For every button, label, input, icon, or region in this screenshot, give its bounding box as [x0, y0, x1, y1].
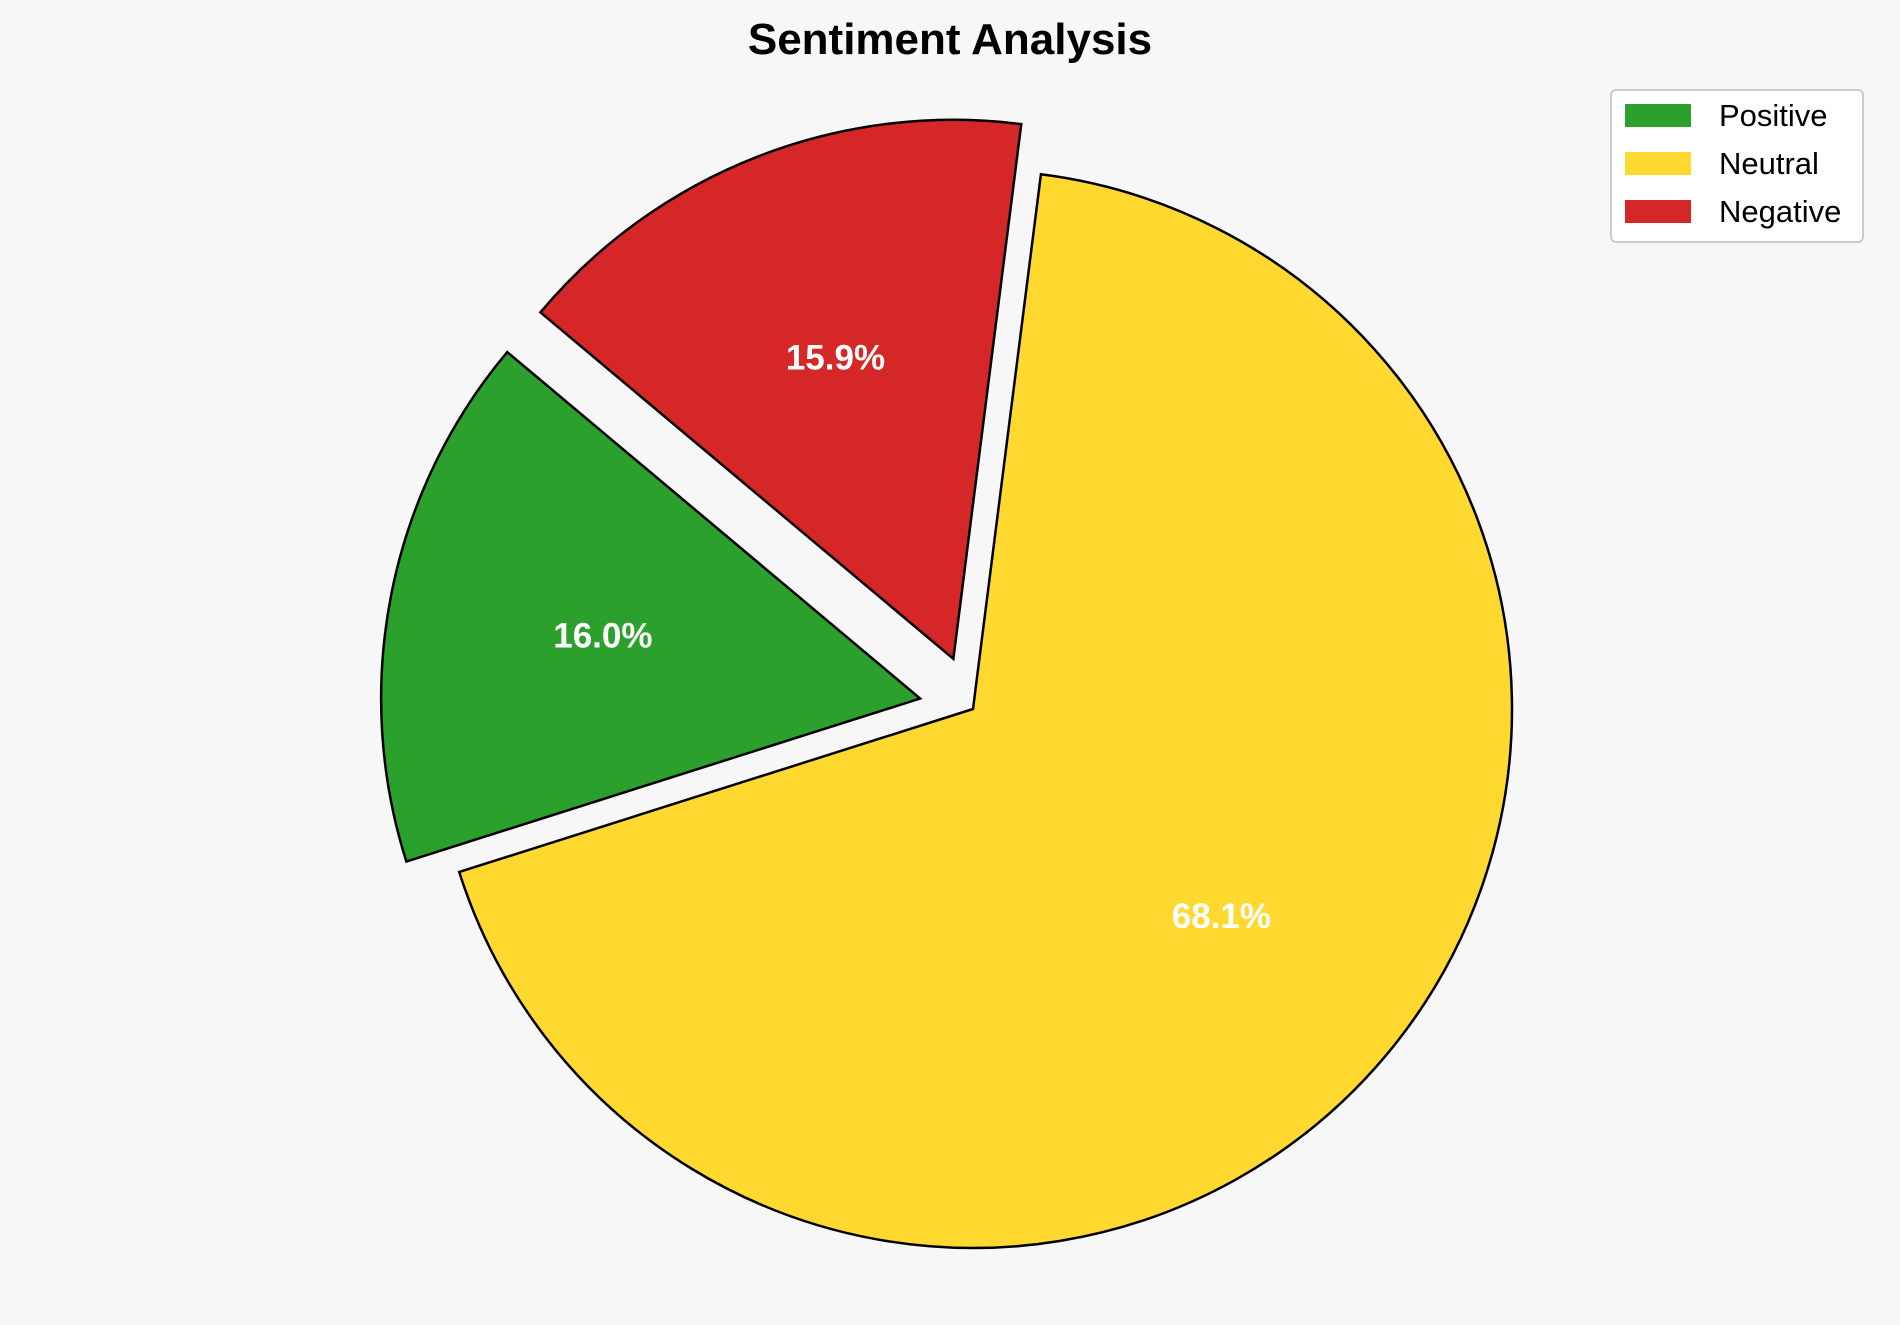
legend-swatch-neutral	[1625, 152, 1691, 175]
legend-label-neutral: Neutral	[1719, 146, 1819, 181]
slices	[379, 118, 1514, 1250]
pie-slice-neutral	[457, 172, 1514, 1250]
legend-label-positive: Positive	[1719, 98, 1828, 133]
slice-label-positive: 16.0%	[553, 617, 652, 656]
legend-label-negative: Negative	[1719, 194, 1841, 229]
pie-slice-positive	[379, 350, 923, 864]
legend-swatch-positive	[1625, 104, 1691, 127]
chart-title: Sentiment Analysis	[748, 15, 1152, 64]
pie-slice-negative	[538, 118, 1023, 662]
slice-label-neutral: 68.1%	[1172, 897, 1271, 936]
legend-swatch-negative	[1625, 200, 1691, 223]
legend: Positive Neutral Negative	[1610, 89, 1864, 243]
slice-label-negative: 15.9%	[786, 339, 885, 378]
slice-labels: 16.0% 68.1% 15.9%	[553, 339, 1271, 936]
